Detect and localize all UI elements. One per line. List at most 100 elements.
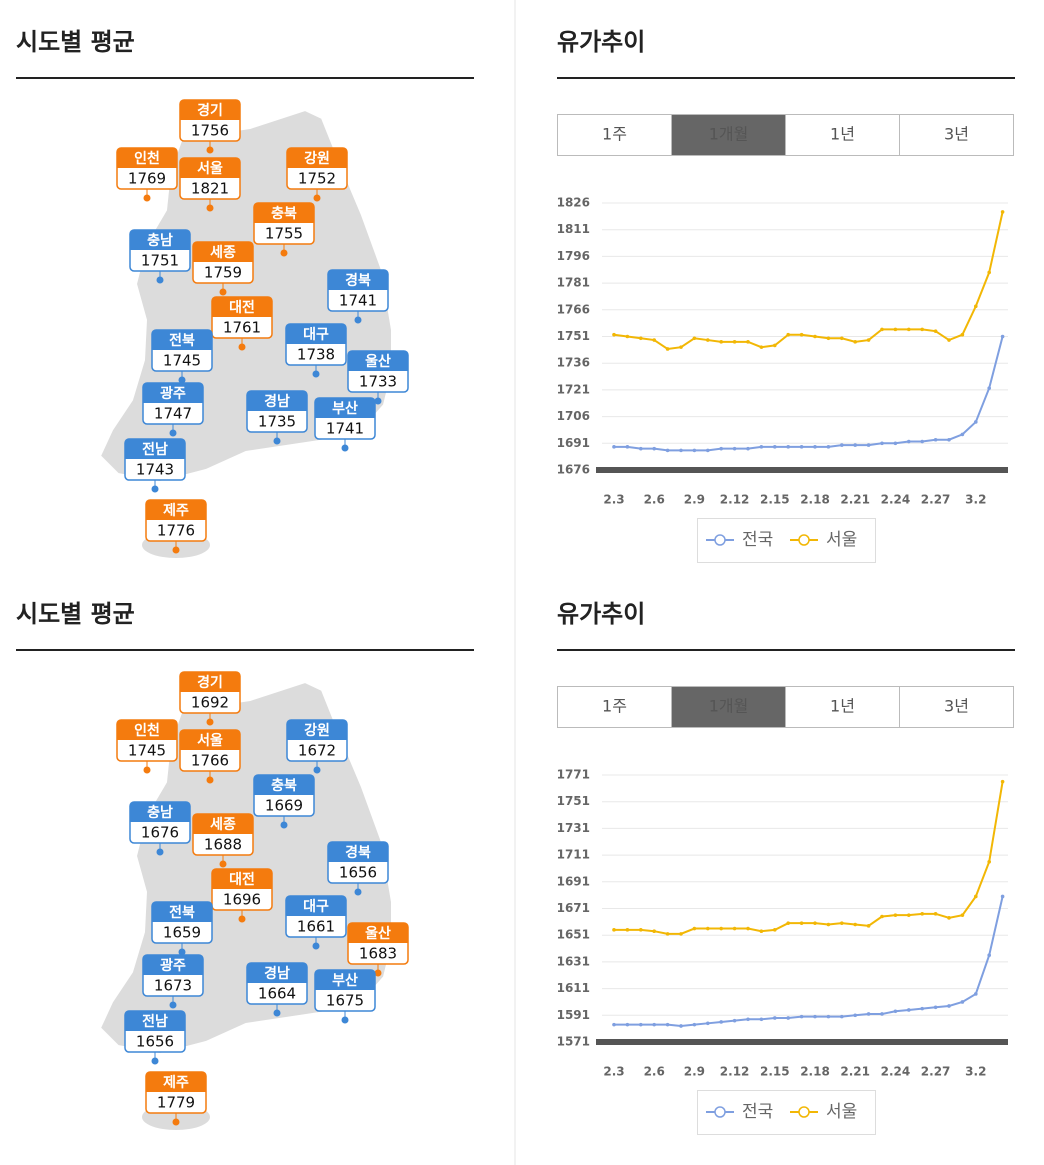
- section-title: 시도별 평균: [16, 600, 135, 628]
- region-pin: [312, 942, 320, 950]
- data-point: [893, 913, 898, 917]
- period-tab-label[interactable]: 1년: [830, 697, 855, 716]
- section-title: 유가추이: [557, 28, 645, 56]
- y-tick-label: 1591: [557, 1008, 590, 1022]
- period-tab[interactable]: [785, 686, 900, 728]
- region-value: 1738: [297, 346, 335, 364]
- data-point: [813, 334, 817, 339]
- period-tab[interactable]: [671, 686, 786, 728]
- data-point: [625, 445, 630, 449]
- data-point: [719, 1020, 723, 1024]
- data-point: [826, 1014, 831, 1019]
- region-header: [180, 158, 240, 178]
- data-point: [773, 928, 777, 932]
- data-point: [692, 1022, 697, 1027]
- data-point: [933, 1005, 938, 1010]
- region-pin: [341, 444, 349, 452]
- x-tick-label: 2.6: [644, 493, 665, 507]
- region-pin: [219, 288, 227, 296]
- region-name: 부산: [332, 972, 358, 989]
- y-tick-label: 1826: [557, 196, 590, 210]
- data-point: [786, 445, 790, 449]
- region-badge: 광주 1747: [142, 382, 204, 437]
- data-point: [974, 420, 978, 424]
- region-badge: 세종 1759: [192, 241, 254, 296]
- region-name: 충북: [271, 778, 297, 794]
- x-tick-label: 2.18: [800, 1065, 830, 1079]
- data-point: [652, 1022, 656, 1027]
- data-point: [813, 445, 817, 449]
- data-point: [960, 332, 965, 337]
- y-tick-label: 1731: [557, 821, 590, 835]
- x-tick-label: 2.27: [921, 493, 951, 507]
- region-badge: 세종 1688: [192, 813, 254, 868]
- data-point: [840, 443, 844, 447]
- period-tab-label[interactable]: 1년: [830, 125, 855, 144]
- region-name: 경기: [197, 674, 223, 691]
- period-tab[interactable]: [671, 114, 786, 156]
- data-point: [826, 922, 831, 927]
- region-badge: 강원 1752: [286, 147, 348, 202]
- region-header: [254, 203, 314, 223]
- region-name: 충남: [147, 232, 173, 249]
- data-point: [974, 304, 978, 309]
- region-badge: 충남 1751: [129, 229, 191, 284]
- region-pin: [151, 485, 159, 493]
- region-pin: [313, 766, 321, 774]
- region-header: [212, 869, 272, 889]
- data-point: [920, 912, 924, 916]
- region-name: 서울: [197, 732, 223, 749]
- region-name: 충남: [147, 804, 173, 821]
- data-point: [732, 926, 737, 931]
- section-title: 유가추이: [557, 600, 645, 628]
- x-tick-label: 2.3: [603, 1065, 624, 1079]
- period-tab[interactable]: [557, 114, 672, 156]
- data-point: [947, 1004, 951, 1008]
- period-tab[interactable]: [899, 114, 1014, 156]
- data-point: [1000, 779, 1005, 784]
- period-tab[interactable]: [557, 686, 672, 728]
- data-point: [679, 345, 683, 349]
- region-badge: 대전 1696: [211, 868, 273, 923]
- period-tab[interactable]: [785, 114, 900, 156]
- region-badge: 제주 1779: [145, 1071, 207, 1126]
- region-name: 인천: [134, 150, 160, 167]
- x-tick-label: 2.24: [881, 493, 911, 507]
- data-point: [692, 336, 697, 341]
- region-badge: 충북 1755: [253, 202, 315, 257]
- region-header: [286, 324, 346, 344]
- y-tick-label: 1796: [557, 249, 590, 263]
- region-header: [180, 100, 240, 120]
- region-value: 1741: [326, 420, 364, 438]
- data-point: [746, 340, 750, 344]
- period-tab-label[interactable]: 3년: [944, 697, 969, 716]
- period-tab-label[interactable]: 1개월: [709, 125, 749, 144]
- data-point: [612, 445, 616, 449]
- period-tab[interactable]: [899, 686, 1014, 728]
- period-tab-label[interactable]: 1주: [602, 697, 627, 716]
- region-pin: [280, 249, 288, 257]
- region-badge: 경기 1692: [179, 671, 241, 726]
- region-header: [287, 148, 347, 168]
- region-pin: [341, 1016, 349, 1024]
- region-value: 1661: [297, 918, 335, 936]
- data-point: [907, 1008, 911, 1012]
- region-name: 경기: [197, 102, 223, 119]
- region-value: 1656: [136, 1033, 174, 1051]
- region-name: 대전: [229, 871, 255, 888]
- data-point: [920, 439, 924, 444]
- data-point: [639, 446, 643, 451]
- data-point: [866, 338, 871, 342]
- period-tab-label[interactable]: 1주: [602, 125, 627, 144]
- region-pin: [354, 888, 362, 896]
- region-value: 1692: [191, 694, 229, 712]
- data-point: [786, 921, 790, 925]
- region-name: 전남: [142, 1013, 168, 1030]
- region-name: 경남: [264, 393, 290, 410]
- region-pin: [156, 276, 164, 284]
- data-point: [679, 1024, 683, 1028]
- period-tab-label[interactable]: 1개월: [709, 697, 749, 716]
- period-tab-label[interactable]: 3년: [944, 125, 969, 144]
